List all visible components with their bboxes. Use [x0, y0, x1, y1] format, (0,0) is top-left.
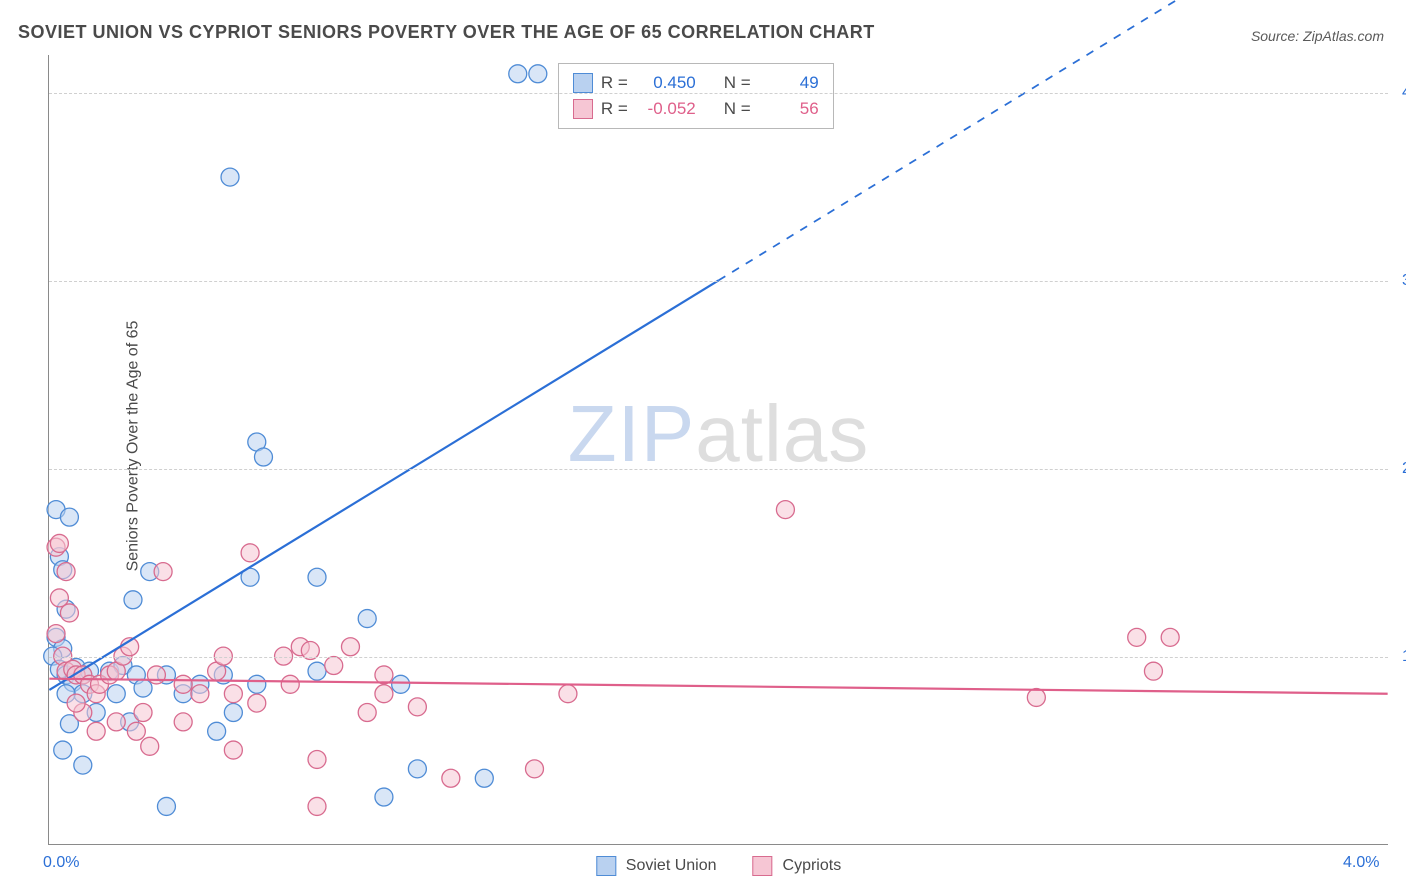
data-point-cypriot	[134, 704, 152, 722]
data-point-cypriot	[191, 685, 209, 703]
data-point-cypriot	[375, 685, 393, 703]
correlation-chart: SOVIET UNION VS CYPRIOT SENIORS POVERTY …	[0, 0, 1406, 892]
data-point-cypriot	[224, 685, 242, 703]
data-point-soviet	[529, 65, 547, 83]
data-point-soviet	[107, 685, 125, 703]
data-point-cypriot	[57, 563, 75, 581]
gridline	[49, 657, 1388, 658]
data-point-soviet	[392, 675, 410, 693]
gridline	[49, 93, 1388, 94]
swatch-cypriot	[573, 99, 593, 119]
data-point-soviet	[74, 756, 92, 774]
data-point-soviet	[248, 675, 266, 693]
plot-area: ZIPatlas R = 0.450 N = 49 R = -0.052 N =…	[48, 55, 1388, 845]
x-tick-label: 0.0%	[43, 854, 79, 872]
data-point-cypriot	[47, 625, 65, 643]
n-label-soviet: N =	[724, 73, 751, 93]
data-point-cypriot	[442, 769, 460, 787]
data-point-cypriot	[281, 675, 299, 693]
n-value-cypriot: 56	[759, 99, 819, 119]
r-label-soviet: R =	[601, 73, 628, 93]
chart-title: SOVIET UNION VS CYPRIOT SENIORS POVERTY …	[18, 22, 875, 43]
legend-item-soviet: Soviet Union	[596, 856, 717, 876]
data-point-cypriot	[241, 544, 259, 562]
r-label-cypriot: R =	[601, 99, 628, 119]
data-point-soviet	[408, 760, 426, 778]
data-point-cypriot	[147, 666, 165, 684]
legend-item-cypriot: Cypriots	[753, 856, 842, 876]
data-point-cypriot	[375, 666, 393, 684]
data-point-cypriot	[127, 722, 145, 740]
y-tick-label: 30.0%	[1392, 272, 1406, 290]
data-point-cypriot	[67, 694, 85, 712]
plot-svg	[49, 55, 1388, 844]
data-point-soviet	[134, 679, 152, 697]
y-tick-label: 10.0%	[1392, 648, 1406, 666]
legend-bottom: Soviet Union Cypriots	[596, 856, 841, 876]
data-point-cypriot	[141, 737, 159, 755]
gridline	[49, 469, 1388, 470]
legend-swatch-cypriot	[753, 856, 773, 876]
y-tick-label: 40.0%	[1392, 84, 1406, 102]
y-tick-label: 20.0%	[1392, 460, 1406, 478]
data-point-soviet	[308, 568, 326, 586]
data-point-soviet	[54, 741, 72, 759]
data-point-soviet	[208, 722, 226, 740]
data-point-cypriot	[1128, 628, 1146, 646]
data-point-soviet	[254, 448, 272, 466]
trend-line-soviet	[49, 280, 718, 690]
data-point-cypriot	[776, 501, 794, 519]
gridline	[49, 281, 1388, 282]
source-label: Source:	[1251, 28, 1299, 44]
data-point-cypriot	[1027, 688, 1045, 706]
data-point-soviet	[60, 508, 78, 526]
data-point-soviet	[221, 168, 239, 186]
data-point-soviet	[509, 65, 527, 83]
source-name: ZipAtlas.com	[1303, 28, 1384, 44]
data-point-cypriot	[559, 685, 577, 703]
data-point-cypriot	[50, 534, 68, 552]
stats-legend: R = 0.450 N = 49 R = -0.052 N = 56	[558, 63, 834, 129]
data-point-soviet	[224, 704, 242, 722]
data-point-cypriot	[358, 704, 376, 722]
data-point-cypriot	[341, 638, 359, 656]
data-point-cypriot	[224, 741, 242, 759]
data-point-cypriot	[154, 563, 172, 581]
data-point-cypriot	[174, 675, 192, 693]
data-point-cypriot	[248, 694, 266, 712]
data-point-soviet	[308, 662, 326, 680]
r-value-cypriot: -0.052	[636, 99, 696, 119]
data-point-cypriot	[60, 604, 78, 622]
data-point-soviet	[124, 591, 142, 609]
n-value-soviet: 49	[759, 73, 819, 93]
data-point-cypriot	[1161, 628, 1179, 646]
data-point-cypriot	[87, 722, 105, 740]
data-point-cypriot	[308, 750, 326, 768]
stats-row-cypriot: R = -0.052 N = 56	[573, 96, 819, 122]
data-point-cypriot	[1144, 662, 1162, 680]
source-attribution: Source: ZipAtlas.com	[1251, 28, 1384, 44]
x-tick-label: 4.0%	[1343, 854, 1379, 872]
swatch-soviet	[573, 73, 593, 93]
r-value-soviet: 0.450	[636, 73, 696, 93]
n-label-cypriot: N =	[724, 99, 751, 119]
data-point-cypriot	[174, 713, 192, 731]
data-point-soviet	[375, 788, 393, 806]
legend-swatch-soviet	[596, 856, 616, 876]
data-point-soviet	[157, 797, 175, 815]
data-point-cypriot	[308, 797, 326, 815]
data-point-cypriot	[525, 760, 543, 778]
data-point-cypriot	[325, 657, 343, 675]
data-point-cypriot	[107, 713, 125, 731]
data-point-cypriot	[408, 698, 426, 716]
data-point-soviet	[358, 610, 376, 628]
legend-label-cypriot: Cypriots	[783, 857, 842, 875]
legend-label-soviet: Soviet Union	[626, 857, 717, 875]
data-point-soviet	[475, 769, 493, 787]
